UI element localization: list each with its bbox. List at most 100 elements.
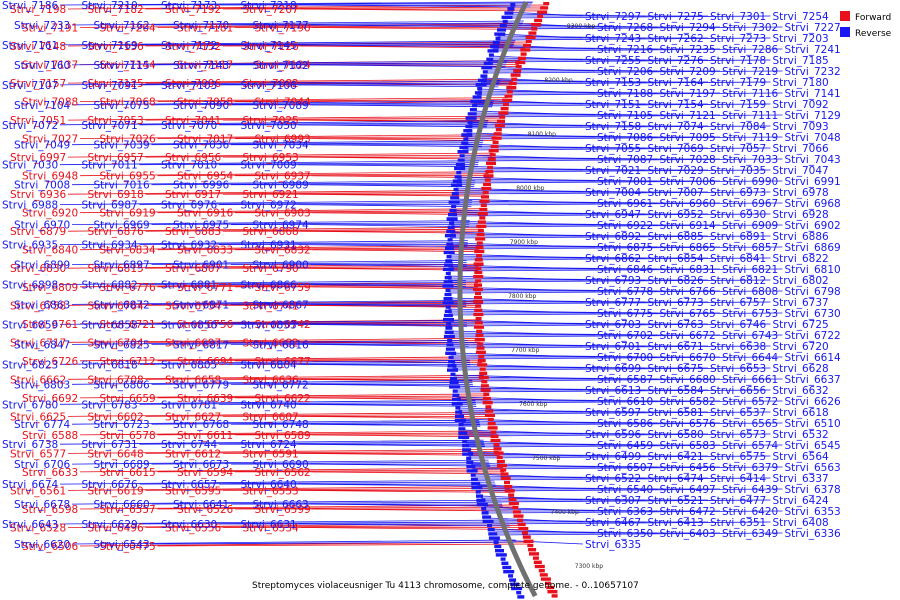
gene-label[interactable]: Strvi_6754: [165, 300, 222, 312]
gene-label[interactable]: Strvi_6726: [22, 356, 79, 368]
gene-label[interactable]: Strvi_6900: [253, 260, 309, 272]
gene-label[interactable]: Strvi_7152: [165, 41, 221, 53]
gene-label[interactable]: Strvi_6740: [241, 399, 297, 411]
gene-label[interactable]: Strvi_7088: [22, 97, 78, 109]
gene-label[interactable]: Strvi_6881: [161, 280, 217, 292]
gene-label[interactable]: Strvi_6477: [710, 495, 766, 507]
gene-label[interactable]: Strvi_6831: [660, 264, 716, 276]
gene-label[interactable]: Strvi_7159: [710, 99, 766, 111]
gene-label[interactable]: Strvi_6692: [22, 393, 78, 405]
gene-label[interactable]: Strvi_6930: [710, 209, 766, 221]
gene-label[interactable]: Strvi_6614: [785, 352, 842, 364]
gene-label[interactable]: Strvi_6631: [241, 519, 297, 531]
gene-label[interactable]: Strvi_7075: [94, 100, 150, 112]
gene-label[interactable]: Strvi_6565: [722, 418, 778, 430]
gene-label[interactable]: Strvi_7178: [710, 55, 766, 67]
gene-label[interactable]: Strvi_7145: [241, 40, 297, 52]
gene-label[interactable]: Strvi_7086: [597, 132, 654, 144]
gene-label[interactable]: Strvi_6756: [177, 319, 234, 331]
gene-label[interactable]: Strvi_7158: [585, 121, 641, 133]
gene-label[interactable]: Strvi_6672: [660, 330, 716, 342]
gene-label[interactable]: Strvi_7049: [14, 140, 70, 152]
gene-label[interactable]: Strvi_7126: [243, 41, 300, 53]
gene-label[interactable]: Strvi_6577: [10, 448, 66, 460]
gene-label[interactable]: Strvi_6840: [22, 245, 78, 257]
gene-label[interactable]: Strvi_6602: [88, 411, 144, 423]
gene-label[interactable]: Strvi_7198: [10, 4, 66, 16]
gene-label[interactable]: Strvi_6775: [597, 308, 653, 320]
gene-label[interactable]: Strvi_6619: [88, 485, 144, 497]
gene-label[interactable]: Strvi_6936: [10, 189, 67, 201]
gene-label[interactable]: Strvi_7021: [585, 165, 641, 177]
gene-label[interactable]: Strvi_7117: [177, 60, 233, 72]
gene-label[interactable]: Strvi_6818: [82, 359, 138, 371]
gene-label[interactable]: Strvi_6812: [710, 275, 766, 287]
gene-label[interactable]: Strvi_6702: [597, 330, 653, 342]
gene-label[interactable]: Strvi_6947: [585, 209, 641, 221]
gene-label[interactable]: Strvi_6902: [785, 220, 841, 232]
gene-label[interactable]: Strvi_6892: [585, 231, 641, 243]
gene-label[interactable]: Strvi_6582: [660, 396, 716, 408]
gene-label[interactable]: Strvi_6952: [648, 209, 704, 221]
gene-label[interactable]: Strvi_6825: [94, 339, 150, 351]
gene-label[interactable]: Strvi_6472: [660, 506, 716, 518]
gene-label[interactable]: Strvi_6628: [773, 363, 829, 375]
gene-label[interactable]: Strvi_6743: [722, 330, 778, 342]
gene-label[interactable]: Strvi_6920: [22, 208, 78, 220]
gene-label[interactable]: Strvi_6595: [165, 485, 221, 497]
gene-label[interactable]: Strvi_6954: [177, 171, 234, 183]
gene-label[interactable]: Strvi_7182: [88, 4, 144, 16]
gene-label[interactable]: Strvi_6627: [165, 411, 221, 423]
gene-label[interactable]: Strvi_7160: [14, 60, 70, 72]
gene-label[interactable]: Strvi_6798: [785, 286, 841, 298]
gene-label[interactable]: Strvi_6633: [22, 467, 78, 479]
gene-label[interactable]: Strvi_6805: [161, 359, 217, 371]
gene-label[interactable]: Strvi_7071: [82, 120, 138, 132]
gene-label[interactable]: Strvi_7068: [100, 97, 156, 109]
gene-label[interactable]: Strvi_7047: [773, 165, 829, 177]
gene-label[interactable]: Strvi_6506: [22, 541, 79, 553]
gene-label[interactable]: Strvi_6815: [88, 263, 144, 275]
gene-label[interactable]: Strvi_7209: [660, 66, 716, 78]
gene-label[interactable]: Strvi_7103: [161, 80, 217, 92]
gene-label[interactable]: Strvi_6809: [22, 282, 78, 294]
gene-label[interactable]: Strvi_6746: [710, 319, 767, 331]
gene-label[interactable]: Strvi_6421: [648, 451, 704, 463]
gene-label[interactable]: Strvi_6622: [255, 393, 311, 405]
gene-label[interactable]: Strvi_6764: [88, 300, 145, 312]
gene-label[interactable]: Strvi_6777: [585, 297, 641, 309]
gene-label[interactable]: Strvi_6700: [597, 352, 653, 364]
gene-label[interactable]: Strvi_6680: [660, 374, 716, 386]
gene-label[interactable]: Strvi_6676: [82, 479, 139, 491]
gene-label[interactable]: Strvi_6989: [253, 180, 309, 192]
gene-label[interactable]: Strvi_6545: [785, 440, 841, 452]
gene-label[interactable]: Strvi_6591: [243, 448, 299, 460]
gene-label[interactable]: Strvi_7051: [10, 115, 66, 127]
gene-label[interactable]: Strvi_7129: [785, 110, 841, 122]
gene-label[interactable]: Strvi_6765: [660, 308, 716, 320]
gene-label[interactable]: Strvi_6903: [255, 208, 311, 220]
gene-label[interactable]: Strvi_6863: [14, 299, 70, 311]
gene-label[interactable]: Strvi_7276: [648, 55, 705, 67]
gene-label[interactable]: Strvi_6335: [585, 539, 641, 551]
gene-label[interactable]: Strvi_7074: [648, 121, 705, 133]
gene-label[interactable]: Strvi_6988: [2, 200, 58, 212]
gene-label[interactable]: Strvi_6901: [173, 260, 229, 272]
gene-label[interactable]: Strvi_6898: [2, 280, 58, 292]
gene-label[interactable]: Strvi_7016: [94, 180, 151, 192]
gene-label[interactable]: Strvi_6459: [597, 440, 653, 452]
gene-label[interactable]: Strvi_7190: [255, 23, 311, 35]
gene-label[interactable]: Strvi_6562: [255, 467, 311, 479]
gene-label[interactable]: Strvi_7057: [710, 143, 766, 155]
gene-label[interactable]: Strvi_7207: [243, 4, 299, 16]
gene-label[interactable]: Strvi_6847: [14, 339, 70, 351]
gene-label[interactable]: Strvi_7169: [82, 40, 138, 52]
gene-label[interactable]: Strvi_7191: [22, 23, 78, 35]
gene-label[interactable]: Strvi_7111: [722, 110, 778, 122]
gene-label[interactable]: Strvi_7203: [773, 33, 829, 45]
gene-label[interactable]: Strvi_6573: [710, 429, 766, 441]
gene-label[interactable]: Strvi_7028: [660, 154, 716, 166]
gene-label[interactable]: Strvi_6611: [177, 430, 233, 442]
gene-label[interactable]: Strvi_7105: [597, 110, 653, 122]
gene-label[interactable]: Strvi_6968: [785, 198, 841, 210]
